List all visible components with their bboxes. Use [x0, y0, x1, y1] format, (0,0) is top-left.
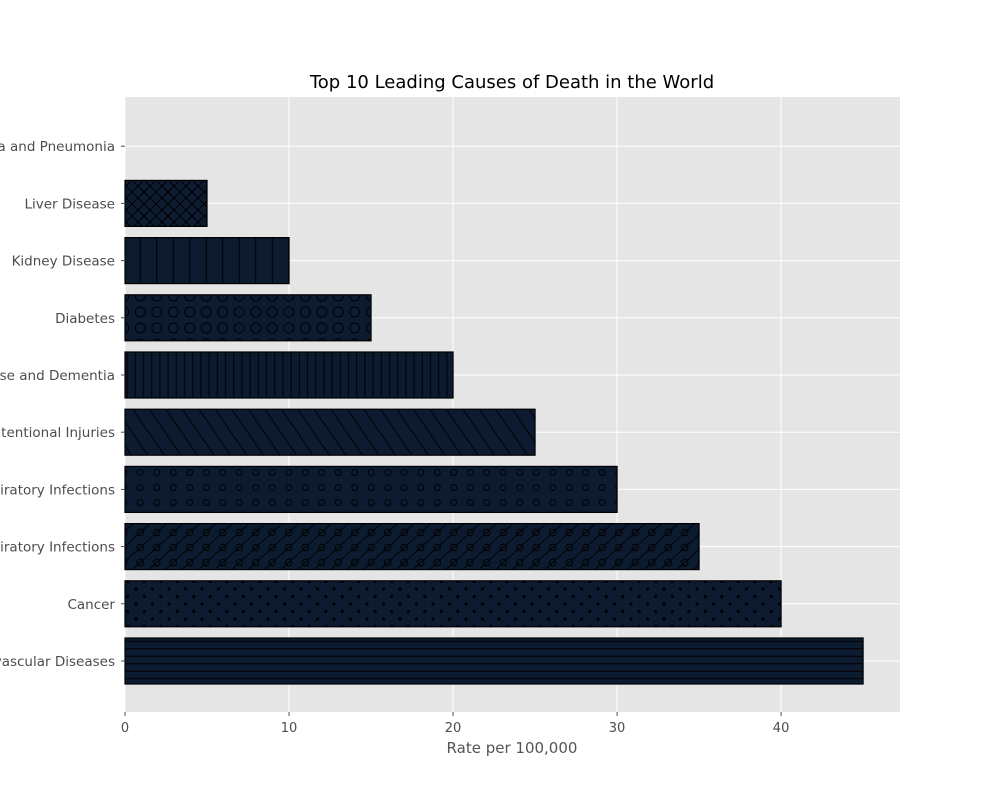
category-label: Kidney Disease — [12, 254, 115, 270]
category-labels: Cardiovascular Diseases Cancer Lower Respi… — [0, 139, 125, 670]
x-tick-label: 40 — [773, 721, 790, 736]
bars — [124, 179, 864, 685]
bar — [124, 522, 700, 571]
bar — [124, 465, 618, 513]
bar — [124, 294, 372, 342]
bar — [124, 179, 208, 227]
bar — [124, 580, 782, 628]
category-label: Liver Disease — [24, 196, 115, 212]
category-label: Unintentional Injuries — [0, 425, 115, 441]
category-label: Alzheimer's Disease and Dementia — [0, 368, 115, 384]
category-label: Cancer — [67, 597, 115, 613]
x-tick-label: 20 — [445, 721, 462, 736]
bar — [124, 408, 536, 456]
category-label: Lower Respiratory Infections — [0, 540, 115, 556]
x-ticks: 0 10 20 30 40 — [121, 712, 789, 736]
x-tick-label: 0 — [121, 721, 129, 736]
category-label: Influenza and Pneumonia — [0, 139, 115, 155]
bar — [124, 637, 864, 685]
bar — [124, 351, 454, 399]
x-axis-label: Rate per 100,000 — [447, 739, 578, 757]
x-tick-label: 10 — [281, 721, 298, 736]
bar — [124, 237, 290, 285]
category-label: Cardiovascular Diseases — [0, 654, 115, 670]
chart-title: Top 10 Leading Causes of Death in the Wo… — [309, 72, 714, 93]
x-tick-label: 30 — [609, 721, 626, 736]
category-label: Diabetes — [55, 311, 115, 327]
category-label: Upper Respiratory Infections — [0, 482, 115, 498]
